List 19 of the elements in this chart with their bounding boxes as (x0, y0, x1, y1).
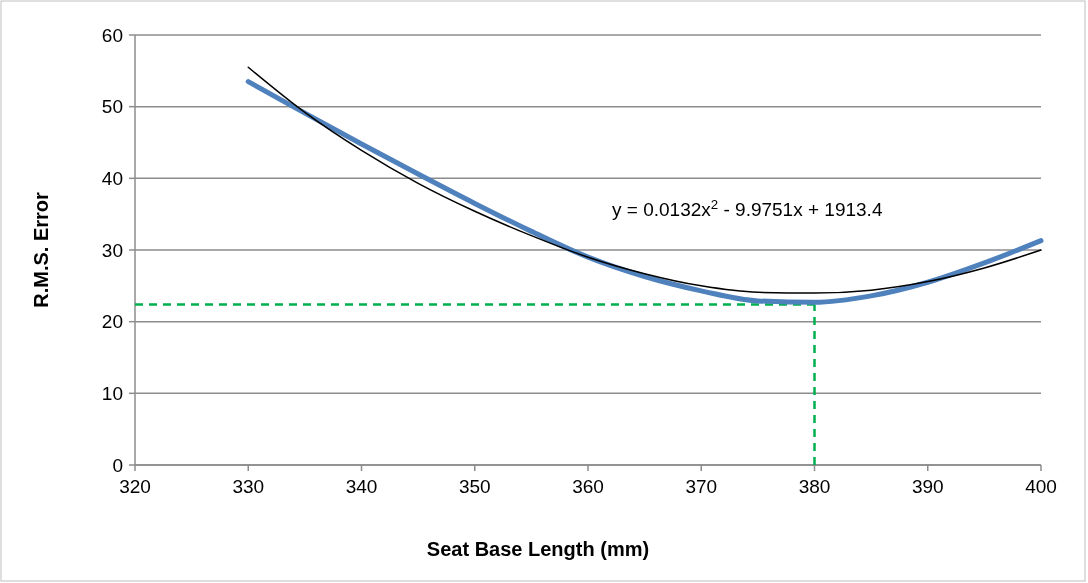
x-tick-label: 340 (345, 476, 378, 497)
y-tick-label: 30 (101, 239, 123, 261)
x-tick-label: 380 (798, 476, 831, 497)
x-tick-label: 320 (119, 476, 151, 497)
x-tick-label: 360 (572, 476, 604, 497)
y-tick-label: 10 (101, 382, 123, 404)
x-tick-label: 400 (1025, 476, 1057, 497)
y-tick-label: 20 (101, 311, 123, 333)
x-tick-label: 370 (685, 476, 718, 497)
x-tick-label: 350 (458, 476, 491, 497)
x-tick-label: 390 (911, 476, 944, 497)
y-tick-label: 40 (101, 167, 123, 189)
annotation: y = 0.0132x$^{2}$ - 9.9751x + 1913.4 (612, 196, 883, 220)
x-axis-title: Seat Base Length (mm) (426, 538, 650, 560)
x-tick-label: 330 (232, 476, 265, 497)
y-axis-title: R.M.S. Error (30, 192, 52, 308)
y-tick-label: 60 (101, 24, 123, 46)
y-tick-label: 0 (112, 454, 123, 476)
y-tick-label: 50 (101, 96, 123, 118)
